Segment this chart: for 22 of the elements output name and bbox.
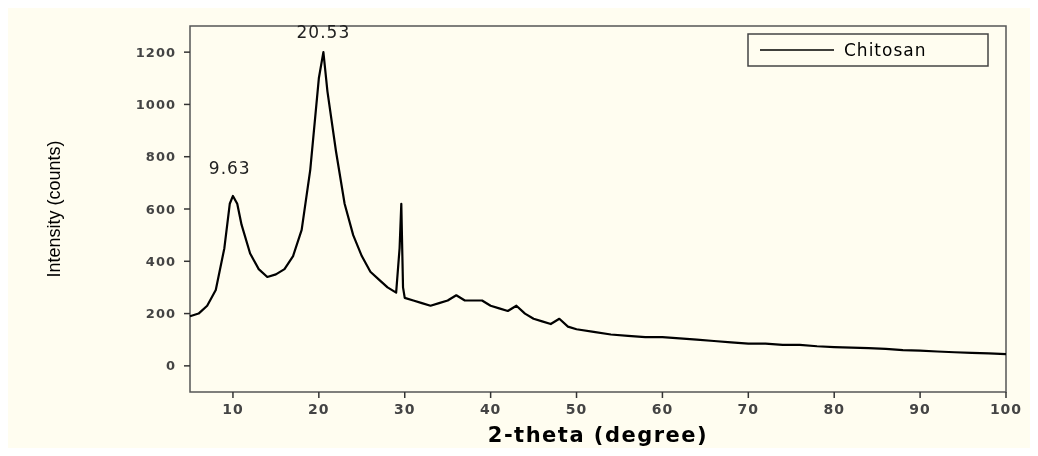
y-tick-label: 400 — [145, 253, 176, 269]
annotation: 9.63 — [208, 157, 251, 178]
x-axis-title: 2-theta (degree) — [487, 423, 709, 447]
x-tick-label: 60 — [651, 401, 674, 417]
x-tick-label: 100 — [989, 401, 1023, 417]
x-tick-label: 20 — [308, 401, 330, 417]
legend-label: Chitosan — [844, 39, 927, 60]
y-tick-label: 200 — [145, 306, 176, 322]
x-tick-label: 30 — [393, 401, 416, 417]
y-tick-label: 1000 — [135, 96, 176, 112]
annotation: 20.53 — [296, 22, 351, 43]
y-tick-label: 1200 — [135, 44, 176, 60]
y-tick-label: 0 — [165, 358, 176, 374]
x-tick-label: 70 — [737, 401, 760, 417]
x-tick-label: 80 — [823, 401, 845, 417]
y-tick-label: 800 — [145, 149, 176, 165]
x-tick-label: 10 — [222, 401, 244, 417]
x-tick-label: 50 — [565, 401, 588, 417]
x-tick-label: 90 — [909, 401, 931, 417]
y-tick-label: 600 — [145, 201, 176, 217]
x-tick-label: 40 — [479, 401, 502, 417]
y-axis-title: Intensity (counts) — [44, 140, 64, 278]
